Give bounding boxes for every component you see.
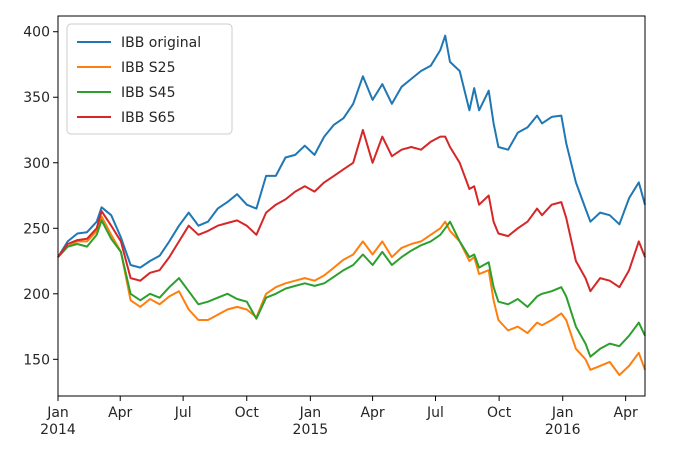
x-tick-label: Jan [299, 405, 322, 421]
series-line-4 [57, 129, 646, 293]
x-tick-label: Jan [46, 405, 69, 421]
x-tick-label: Apr [360, 405, 384, 421]
y-tick-label: 150 [23, 352, 50, 368]
series-line-2 [57, 215, 646, 376]
x-tick-label: Apr [614, 405, 638, 421]
x-tick-label: Jul [426, 405, 444, 421]
y-tick-label: 400 [23, 25, 50, 41]
x-tick-year: 2016 [545, 422, 581, 438]
x-tick-year: 2014 [40, 422, 76, 438]
legend-label-4: IBB S65 [121, 110, 176, 126]
x-tick-label: Oct [235, 405, 260, 421]
y-tick-label: 350 [23, 90, 50, 106]
legend-box [66, 23, 233, 135]
x-tick-year: 2015 [293, 422, 329, 438]
y-tick-label: 200 [23, 287, 50, 303]
x-tick-label: Oct [487, 405, 512, 421]
y-tick-label: 250 [23, 221, 50, 237]
x-tick-label: Jan [551, 405, 574, 421]
plot-frame [57, 15, 646, 397]
x-tick-label: Apr [108, 405, 132, 421]
x-tick-label: Jul [174, 405, 192, 421]
series-lines [57, 34, 646, 376]
legend-label-2: IBB S25 [121, 60, 176, 76]
legend: IBB original IBB S25 IBB S45 IBB S65 [66, 23, 233, 135]
series-line-3 [57, 219, 646, 358]
y-axis: 150 200 250 300 350 400 [23, 25, 58, 368]
series-line-1 [57, 34, 646, 269]
legend-label-3: IBB S45 [121, 85, 176, 101]
y-tick-label: 300 [23, 156, 50, 172]
legend-label-1: IBB original [121, 35, 201, 51]
